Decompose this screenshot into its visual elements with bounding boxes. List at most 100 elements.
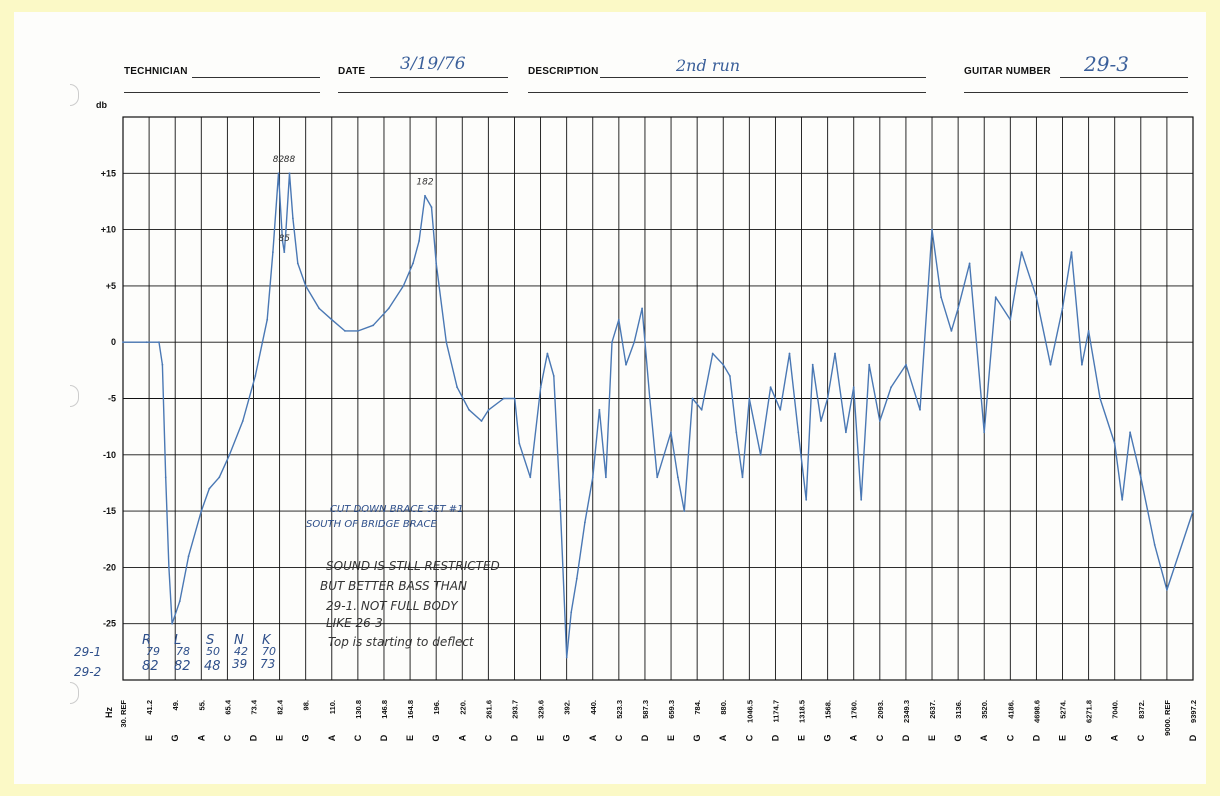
response-point [435,262,438,265]
col-header-s: S [206,633,214,648]
response-point [187,555,190,557]
x-tick-label: 5274. [1059,700,1068,719]
x-note-label: A [849,734,859,741]
y-tick-label: 0 [111,337,116,347]
description-underline [600,77,926,78]
x-note-label: E [275,735,285,741]
x-tick-label: 587.3 [641,700,650,719]
y-tick-label: -5 [108,394,116,404]
x-note-label: A [327,734,337,741]
response-point [552,375,555,377]
x-tick-label: 3520. [980,700,989,719]
peak-label: 88 [284,155,296,165]
x-tick-label: 329.6 [537,700,546,719]
response-point [424,194,426,197]
response-point [372,324,375,327]
response-point [277,172,280,175]
x-note-label: G [953,734,963,741]
response-point [158,341,160,344]
peak-label: 85 [279,234,291,244]
x-note-label: G [692,734,702,741]
response-point [565,656,568,659]
sound-notes: SOUND IS STILL RESTRICTED BUT BETTER BAS… [320,559,500,649]
response-point [845,431,847,434]
y-tick-label: +10 [101,225,116,235]
response-point [292,217,294,220]
response-point [272,251,274,254]
response-point [1009,318,1012,321]
response-point [171,622,174,625]
response-point [868,363,871,366]
sound-note-line3: 29-1. NOT FULL BODY [326,599,459,613]
y-tick-label: -10 [103,450,116,460]
x-tick-label: 220. [458,700,467,715]
response-point [598,408,601,411]
x-tick-label: 1318.5 [798,700,807,723]
x-tick-label: 880. [719,700,728,715]
x-note-label: C [1136,734,1146,741]
response-point [502,397,505,400]
chart-grid [122,116,1194,681]
cell-29-2-n: 39 [232,657,247,671]
row-label-29-1: 29-1 [74,645,101,659]
x-note-label: D [248,734,258,741]
response-point [931,228,933,231]
x-note-label: G [823,734,833,741]
response-point [418,240,420,242]
x-note-label: D [1188,734,1198,741]
x-tick-label: 261.6 [484,700,493,719]
response-point [968,262,971,265]
col-header-n: N [234,633,244,648]
x-tick-label: 1046.5 [745,700,754,723]
response-point [890,386,892,389]
response-point [700,408,703,411]
x-tick-label: 2093. [876,700,885,719]
response-point [430,206,433,209]
response-point [741,476,744,479]
x-tick-label: 41.2 [145,700,154,715]
response-point [722,363,725,366]
cell-29-2-s: 48 [204,659,221,674]
response-point [208,487,211,490]
response-point [145,341,148,344]
x-note-label: G [301,734,311,741]
guitar-number-underline [1060,77,1188,78]
response-point [445,341,448,344]
x-tick-label: 65.4 [223,699,232,714]
x-tick-label: 1174.7 [771,700,780,723]
sound-note-line5: Top is starting to deflect [328,635,475,649]
response-point [1192,510,1194,512]
peak-label: 182 [416,178,433,188]
x-note-label: E [666,735,676,741]
response-point [330,318,333,321]
brace-note-line2: SOUTH OF BRIDGE BRACE [306,519,437,530]
x-tick-label: 392. [563,700,572,715]
x-note-label: G [1084,734,1094,741]
x-tick-label: 4186. [1006,700,1015,719]
response-point [456,386,458,389]
response-point [656,476,659,479]
x-tick-label: 110. [328,700,337,714]
x-tick-label: 196. [432,700,441,715]
response-point [834,352,836,355]
response-point [288,172,291,175]
response-point [677,476,679,479]
measurement-table: R L S N K 29-1 79 78 50 42 70 29-2 82 82… [74,633,276,679]
x-tick-label: 7040. [1111,700,1120,719]
response-point [1153,544,1156,546]
date-label: DATE [338,66,366,77]
x-note-label: C [614,734,624,741]
response-point [905,363,907,366]
x-note-label: E [405,735,415,741]
response-point [559,498,561,501]
response-point [683,510,686,512]
x-note-label: G [170,734,180,741]
cell-29-2-r: 82 [142,659,159,674]
x-note-label: G [431,734,441,741]
row-label-29-2: 29-2 [74,665,101,679]
response-point [387,307,390,310]
response-point [797,431,800,434]
cell-29-1-s: 50 [206,645,220,658]
y-tick-labels: +15 +10 +5 0 -5 -10 -15 -20 -25 [101,168,116,628]
